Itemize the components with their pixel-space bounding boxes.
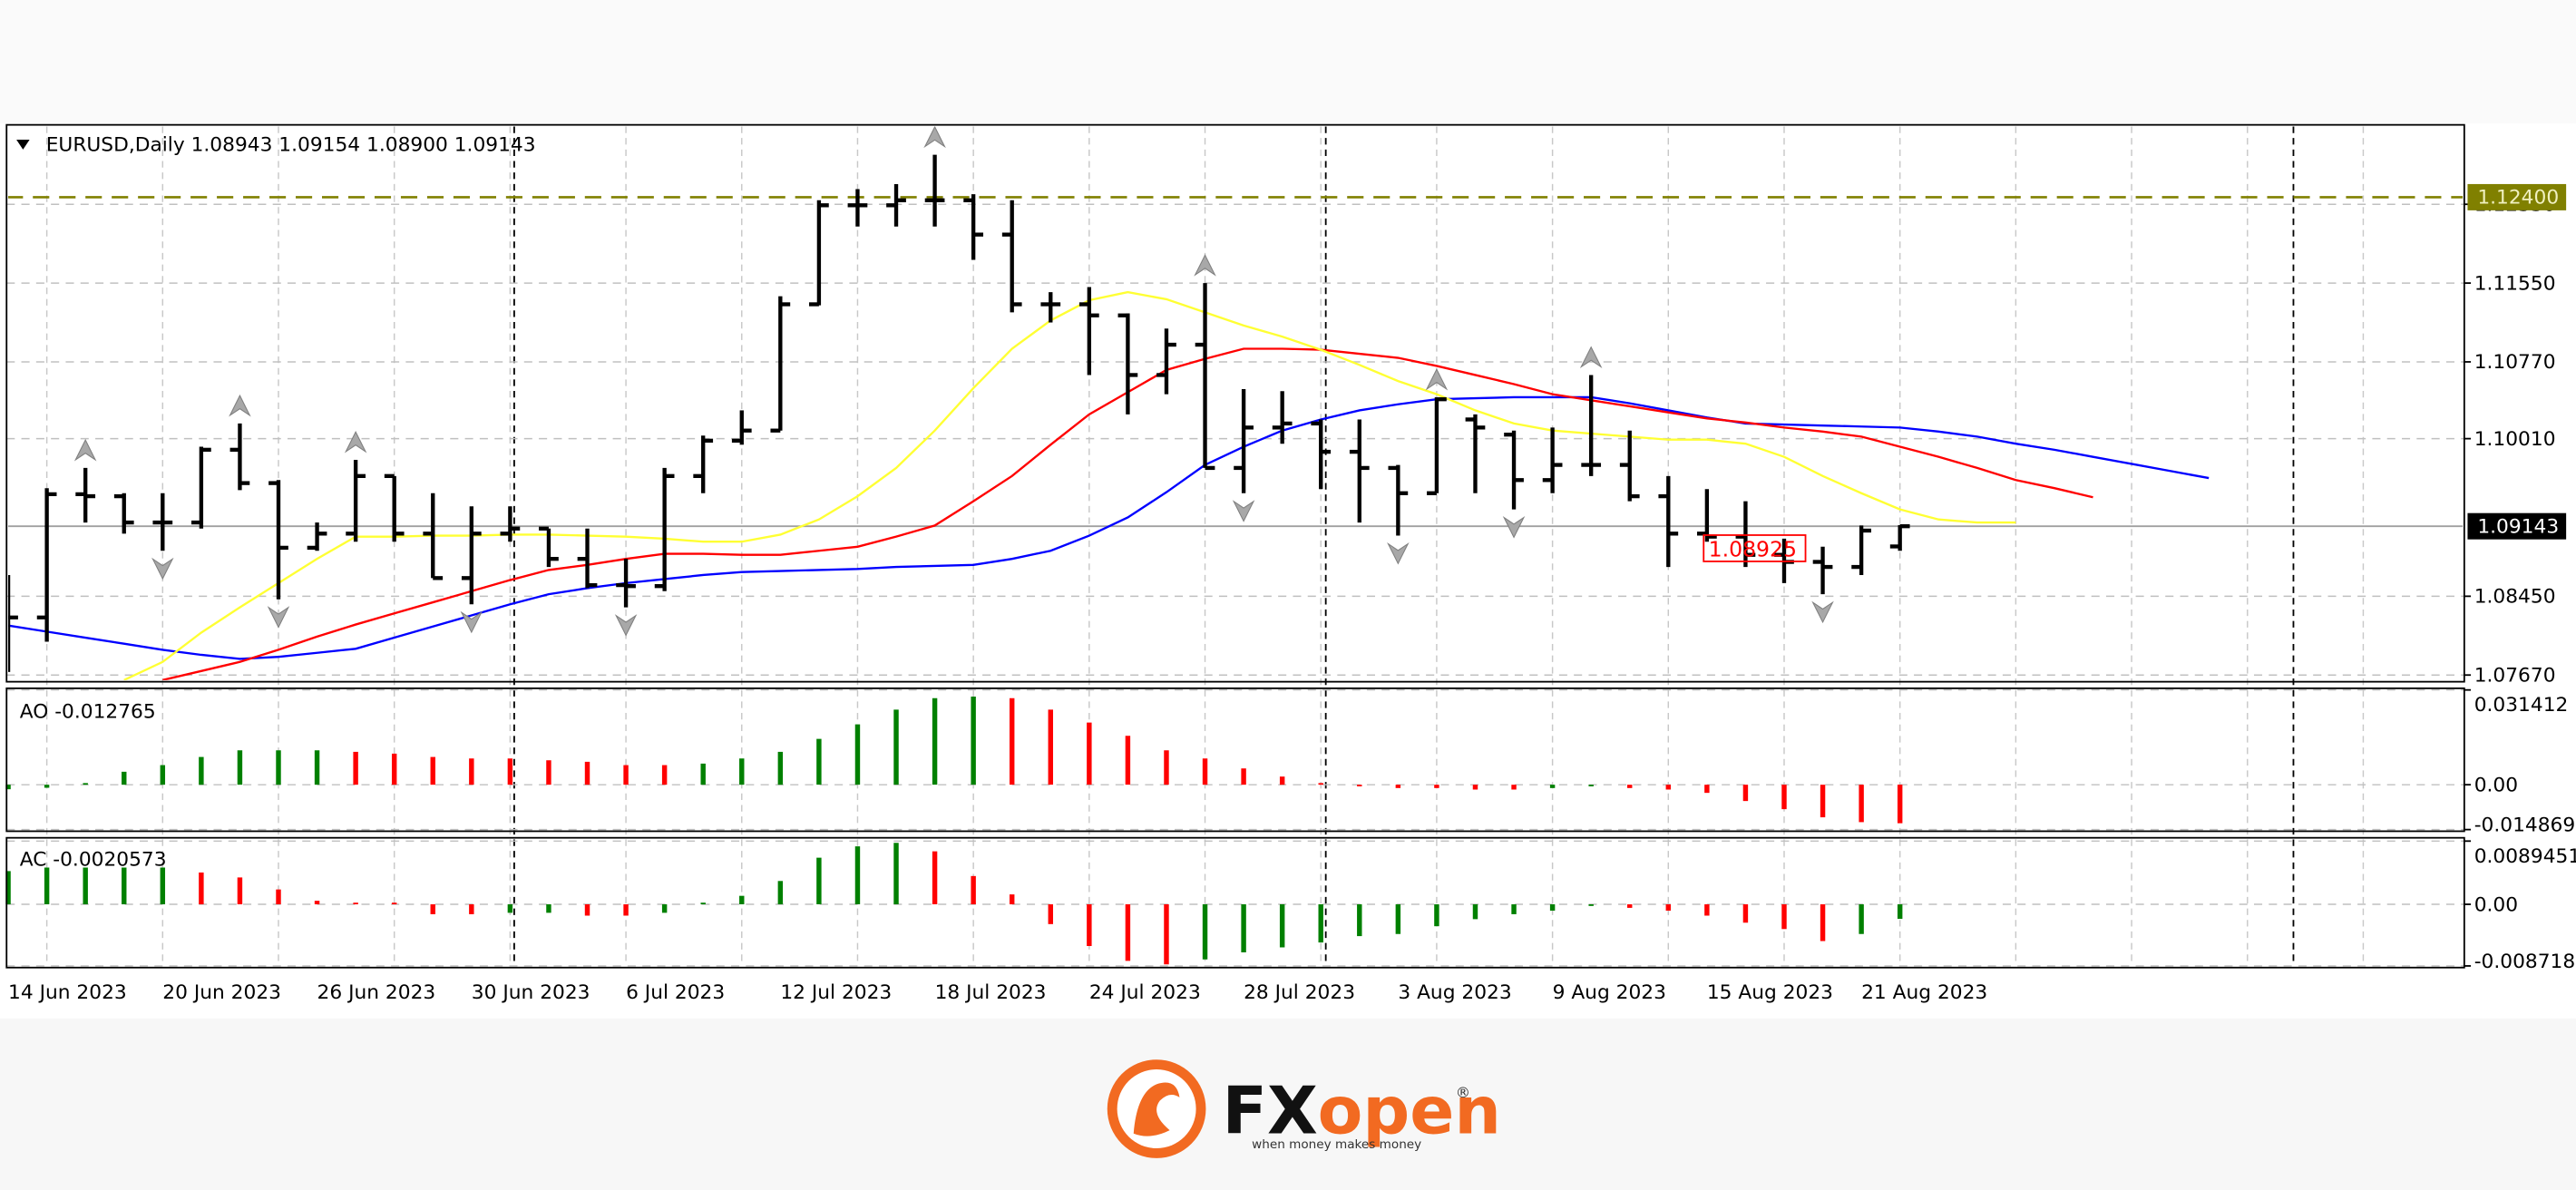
x-tick-label: 14 Jun 2023 [8,981,127,1004]
y-tick-label: 1.10010 [2474,428,2556,451]
x-tick-label: 30 Jun 2023 [472,981,590,1004]
logo-figure [1133,1082,1180,1136]
logo-brand-b: open [1318,1074,1501,1150]
ac-label: AC -0.0020573 [20,848,167,871]
logo-brand-a: FX [1223,1074,1318,1150]
chart-title: EURUSD,Daily 1.08943 1.09154 1.08900 1.0… [46,134,536,157]
y-tick-label: 1.08450 [2474,586,2556,609]
x-tick-label: 28 Jul 2023 [1244,981,1355,1004]
fractal-up [1579,346,1603,368]
footer [0,1018,2576,1190]
fractal-down [151,557,174,580]
x-tick-label: 20 Jun 2023 [162,981,281,1004]
fractal-up [73,438,97,462]
top-strip [0,0,2576,123]
annotation-label: 1.08925 [1709,537,1797,562]
level-box [2467,183,2567,210]
y-tick-label: -0.014869 [2474,814,2575,836]
ma-line [8,395,2210,660]
fractal-up [1194,254,1216,277]
last-price-box [2467,512,2567,540]
y-tick-label: 0.00 [2474,774,2518,796]
fractal-down [1232,500,1255,522]
level-label: 1.12400 [2477,187,2559,210]
ao-label: AO -0.012765 [20,700,156,723]
x-tick-label: 6 Jul 2023 [626,981,725,1004]
x-tick-label: 15 Aug 2023 [1707,981,1833,1004]
fractal-down [1811,600,1834,624]
fractal-up [344,431,367,454]
ma-line [123,290,2016,680]
x-tick-label: 9 Aug 2023 [1553,981,1666,1004]
y-tick-label: 1.11550 [2474,272,2556,295]
y-tick-label: 0.00 [2474,893,2518,916]
fractal-up [923,126,946,149]
fractal-down [460,610,483,634]
logo-tagline: when money makes money [1252,1137,1421,1152]
y-tick-label: -0.008718 [2474,951,2575,973]
collapse-icon[interactable] [16,139,30,150]
y-tick-label: 1.07670 [2474,664,2556,687]
x-tick-label: 26 Jun 2023 [317,981,436,1004]
ao-panel-frame [5,687,2465,833]
plot-area: 1.076701.084501.100101.107701.115501.123… [5,126,2576,1004]
fractal-up [229,394,251,417]
annotation-box [1703,534,1807,562]
ac-panel-frame [5,836,2465,969]
x-tick-label: 24 Jul 2023 [1089,981,1201,1004]
y-tick-label: 1.10770 [2474,351,2556,374]
fractal-down [267,606,290,629]
x-tick-label: 21 Aug 2023 [1861,981,1987,1004]
fractal-down [1502,516,1526,539]
logo: FX open ® when money makes money [1107,1059,1501,1158]
vertical-grid [45,126,2365,966]
fractal-down [614,614,638,637]
x-tick-label: 12 Jul 2023 [780,981,892,1004]
fractal-down [1387,542,1410,565]
fractal-up [1425,367,1449,391]
x-tick-label: 3 Aug 2023 [1398,981,1511,1004]
y-tick-label: 0.0089451 [2474,845,2576,868]
x-tick-label: 18 Jul 2023 [935,981,1047,1004]
logo-registered: ® [1456,1084,1470,1101]
price-panel-frame [5,123,2465,683]
y-tick-label: 0.031412 [2474,694,2569,717]
price-plot [8,126,2464,680]
last-price-label: 1.09143 [2477,515,2559,538]
